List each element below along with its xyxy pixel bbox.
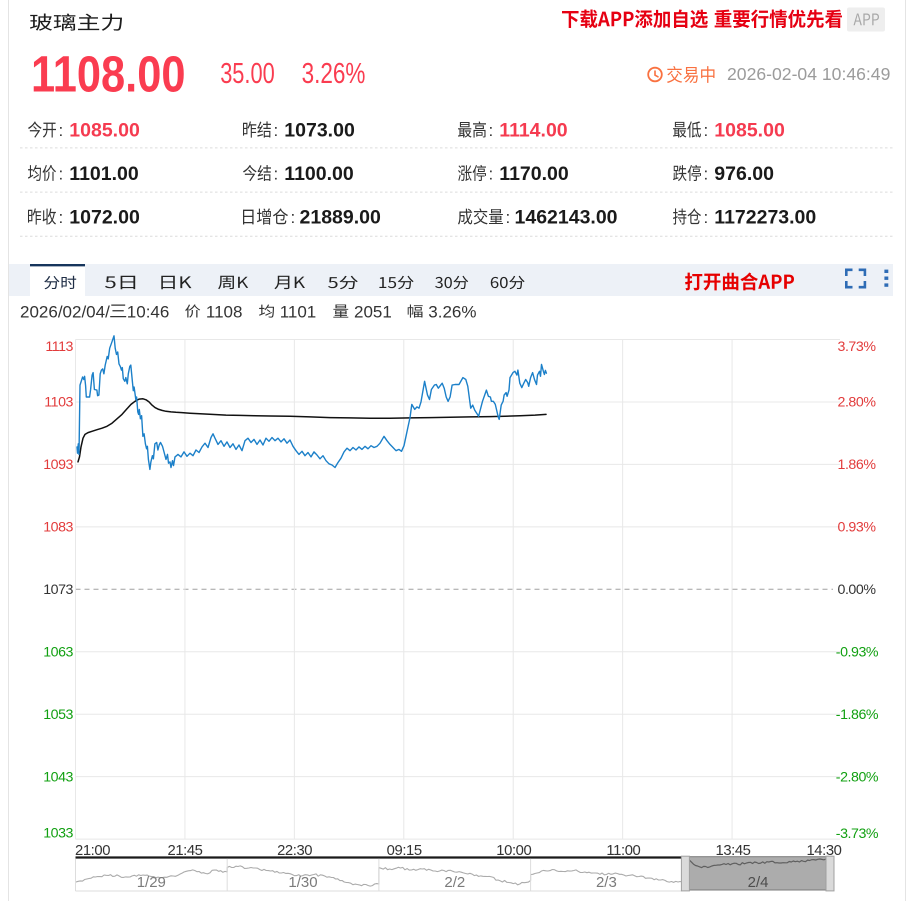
svg-text::: : [59, 165, 64, 184]
svg-text:1/29: 1/29 [137, 874, 166, 891]
svg-text:3.26%: 3.26% [428, 303, 476, 322]
svg-text:11:00: 11:00 [606, 843, 640, 859]
svg-text::: : [704, 208, 709, 227]
svg-text::: : [274, 121, 279, 140]
svg-text:2/4: 2/4 [748, 874, 769, 891]
svg-text:1100.00: 1100.00 [284, 163, 354, 185]
svg-text:1172273.00: 1172273.00 [714, 207, 816, 229]
svg-text:1113: 1113 [45, 339, 73, 355]
svg-text:1063: 1063 [43, 644, 73, 660]
svg-text:1114.00: 1114.00 [499, 120, 567, 142]
svg-text:21:00: 21:00 [75, 843, 110, 859]
svg-text:22:30: 22:30 [277, 843, 312, 859]
svg-text:2026/02/04/: 2026/02/04/ [20, 303, 110, 322]
svg-text::: : [489, 121, 494, 140]
svg-text:0.93%: 0.93% [838, 520, 877, 536]
svg-text:10:00: 10:00 [496, 843, 531, 859]
svg-text:-2.80%: -2.80% [836, 769, 879, 785]
svg-text:3.26%: 3.26% [302, 58, 366, 89]
svg-text:1108: 1108 [206, 303, 243, 322]
svg-text:09:15: 09:15 [387, 843, 422, 859]
svg-text:-3.73%: -3.73% [836, 826, 879, 842]
svg-text::: : [704, 121, 709, 140]
svg-text:-0.93%: -0.93% [836, 644, 879, 660]
svg-text::: : [704, 165, 709, 184]
svg-text:1/30: 1/30 [288, 874, 317, 891]
svg-text:1033: 1033 [43, 826, 73, 842]
svg-text:1085.00: 1085.00 [69, 120, 140, 142]
svg-text:1101: 1101 [280, 303, 317, 322]
svg-text:13:45: 13:45 [715, 843, 750, 859]
svg-text:1.86%: 1.86% [838, 457, 877, 473]
svg-text:0.00%: 0.00% [838, 582, 877, 598]
svg-text:1462143.00: 1462143.00 [515, 207, 618, 229]
svg-text:1072.00: 1072.00 [69, 207, 140, 229]
svg-text:2/3: 2/3 [596, 874, 617, 891]
svg-text:35.00: 35.00 [220, 58, 274, 90]
svg-text:1101.00: 1101.00 [69, 163, 139, 185]
svg-text:1073: 1073 [43, 582, 73, 598]
svg-text:1170.00: 1170.00 [499, 163, 569, 185]
svg-text:10:46: 10:46 [127, 303, 170, 322]
svg-text:3.73%: 3.73% [838, 339, 877, 355]
svg-text:2051: 2051 [354, 303, 392, 322]
svg-text:2/2: 2/2 [444, 874, 465, 891]
svg-text:1085.00: 1085.00 [714, 120, 785, 142]
svg-text:1083: 1083 [43, 520, 73, 536]
svg-text::: : [506, 208, 511, 227]
svg-text:-1.86%: -1.86% [836, 707, 879, 723]
svg-text:2.80%: 2.80% [838, 395, 877, 411]
svg-text:2026-02-04 10:46:49: 2026-02-04 10:46:49 [727, 64, 890, 84]
svg-text::: : [489, 165, 494, 184]
svg-text:14:30: 14:30 [806, 843, 841, 859]
svg-text::: : [291, 208, 296, 227]
svg-text:1073.00: 1073.00 [284, 120, 355, 142]
svg-text:1093: 1093 [43, 457, 73, 473]
svg-text:1043: 1043 [43, 769, 73, 785]
svg-text:1108.00: 1108.00 [31, 46, 186, 103]
svg-text::: : [59, 208, 64, 227]
svg-text:1053: 1053 [43, 707, 73, 723]
svg-text:21889.00: 21889.00 [300, 207, 381, 229]
svg-text::: : [59, 121, 64, 140]
svg-text:1103: 1103 [44, 395, 73, 411]
svg-text:976.00: 976.00 [714, 163, 774, 185]
svg-text::: : [274, 165, 279, 184]
svg-text:21:45: 21:45 [167, 843, 202, 859]
